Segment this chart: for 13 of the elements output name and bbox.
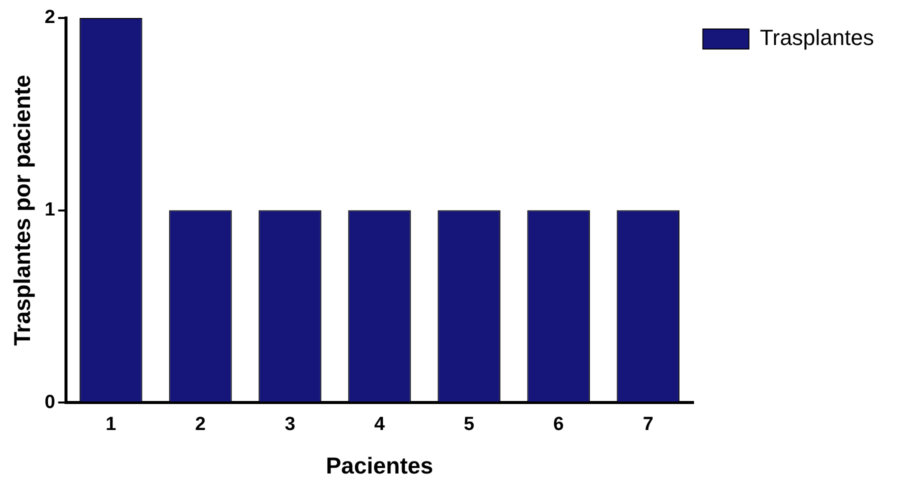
- y-tick-label: 2: [44, 7, 56, 28]
- x-tick-label: 4: [374, 414, 386, 436]
- x-tick-label: 3: [284, 414, 296, 436]
- x-tick-label: 2: [195, 414, 206, 436]
- x-axis-title: Pacientes: [326, 452, 434, 479]
- y-tick-label: 1: [44, 200, 56, 221]
- x-tick-label: 1: [106, 414, 117, 436]
- x-tick-label: 6: [553, 414, 564, 436]
- x-tick-label: 7: [642, 414, 654, 436]
- x-tick-label: 5: [464, 414, 475, 436]
- y-axis-title: Trasplantes por paciente: [9, 74, 36, 346]
- y-tick-label: 0: [44, 392, 56, 413]
- legend-label: Trasplantes: [760, 25, 874, 50]
